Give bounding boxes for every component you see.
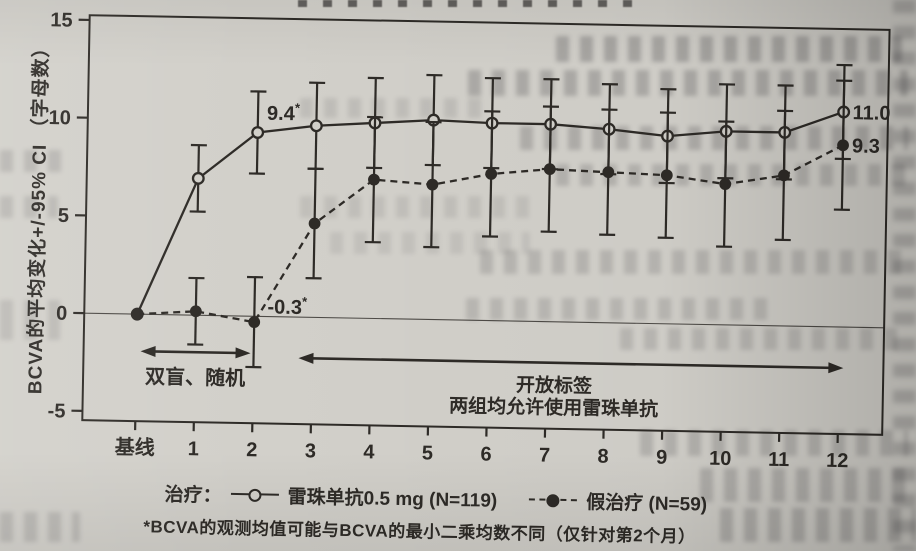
x-tick-label: 9 [656, 447, 668, 469]
open-circle-marker [309, 119, 323, 133]
x-tick-label: 3 [305, 440, 317, 462]
phase2-label-line1: 开放标签 [516, 373, 593, 397]
point-value-label: -0.3* [267, 293, 308, 319]
bleed-through-smudge [0, 512, 80, 542]
filled-circle-marker-icon [546, 494, 560, 508]
bleed-through-smudge [700, 468, 916, 502]
cropped-title-fragment [298, 0, 648, 7]
filled-circle-marker [131, 308, 144, 321]
filled-circle-marker [602, 166, 615, 179]
x-tick-label: 7 [539, 445, 551, 467]
open-circle-marker [191, 171, 205, 185]
legend-series1-label: 雷珠单抗0.5 mg (N=119) [287, 486, 498, 512]
arrowhead-right-icon [235, 347, 251, 359]
phase2-label-line2: 两组均允许使用雷珠单抗 [449, 394, 658, 421]
zero-line [84, 312, 885, 329]
arrowhead-left-icon [140, 345, 156, 357]
bleed-through-smudge [620, 328, 908, 350]
legend-dashed-line-swatch [529, 494, 578, 508]
y-tick-label: 0 [56, 303, 68, 325]
phase1-label: 双盲、随机 [145, 364, 245, 390]
filled-circle-marker [368, 173, 380, 186]
x-tick-label: 6 [480, 443, 492, 465]
legend-solid-line-swatch [230, 488, 279, 502]
point-value-label: 11.0 [852, 102, 890, 125]
y-tick-label: 10 [48, 107, 71, 129]
x-tick-label: 基线 [115, 435, 155, 460]
plot-border [81, 14, 891, 436]
bleed-through-smudge [0, 196, 58, 218]
x-tick-label: 10 [709, 448, 732, 470]
y-tick-label: -5 [47, 400, 65, 422]
filled-circle-marker [485, 168, 498, 180]
point-value-label: 9.4* [267, 100, 301, 126]
bleed-through-smudge [330, 232, 530, 254]
legend-prefix-label: 治疗： [164, 484, 222, 507]
open-circle-marker-icon [248, 488, 262, 502]
open-circle-marker [251, 126, 265, 139]
filled-circle-marker [778, 169, 790, 182]
filled-circle-marker [543, 163, 556, 176]
x-tick-label: 2 [246, 439, 258, 461]
legend-series2-label: 假治疗 (N=59) [586, 491, 708, 516]
filled-circle-marker [308, 217, 321, 230]
bleed-through-smudge [300, 98, 490, 118]
arrowhead-left-icon [298, 352, 314, 364]
bleed-through-smudge [556, 164, 908, 186]
filled-circle-marker [660, 169, 673, 182]
point-value-label: 9.3 [852, 135, 880, 158]
bleed-through-smudge [480, 250, 908, 274]
filled-circle-marker [837, 139, 849, 152]
arrowhead-right-icon [828, 362, 844, 374]
bleed-through-smudge [468, 70, 908, 96]
y-tick-label: 5 [58, 205, 70, 227]
bleed-through-smudge [300, 196, 530, 218]
x-tick-label: 1 [188, 438, 200, 460]
y-tick-label: 15 [50, 9, 73, 31]
x-tick-label: 11 [768, 449, 790, 471]
x-tick-label: 5 [422, 442, 434, 464]
x-tick-label: 8 [597, 446, 609, 468]
x-tick-label: 4 [363, 441, 375, 463]
bleed-through-smudge [0, 300, 60, 340]
filled-circle-marker [719, 178, 732, 191]
bleed-through-column [893, 0, 916, 551]
bleed-through-smudge [466, 298, 776, 320]
filled-circle-marker [248, 316, 261, 329]
bleed-through-smudge [0, 150, 64, 172]
filled-circle-marker [426, 178, 439, 191]
phase-arrow [309, 356, 833, 370]
bleed-through-smudge [556, 36, 902, 62]
filled-circle-marker [189, 305, 202, 318]
phase-arrow [151, 350, 240, 355]
bleed-through-smudge [720, 508, 916, 542]
x-tick-label: 12 [826, 450, 849, 472]
